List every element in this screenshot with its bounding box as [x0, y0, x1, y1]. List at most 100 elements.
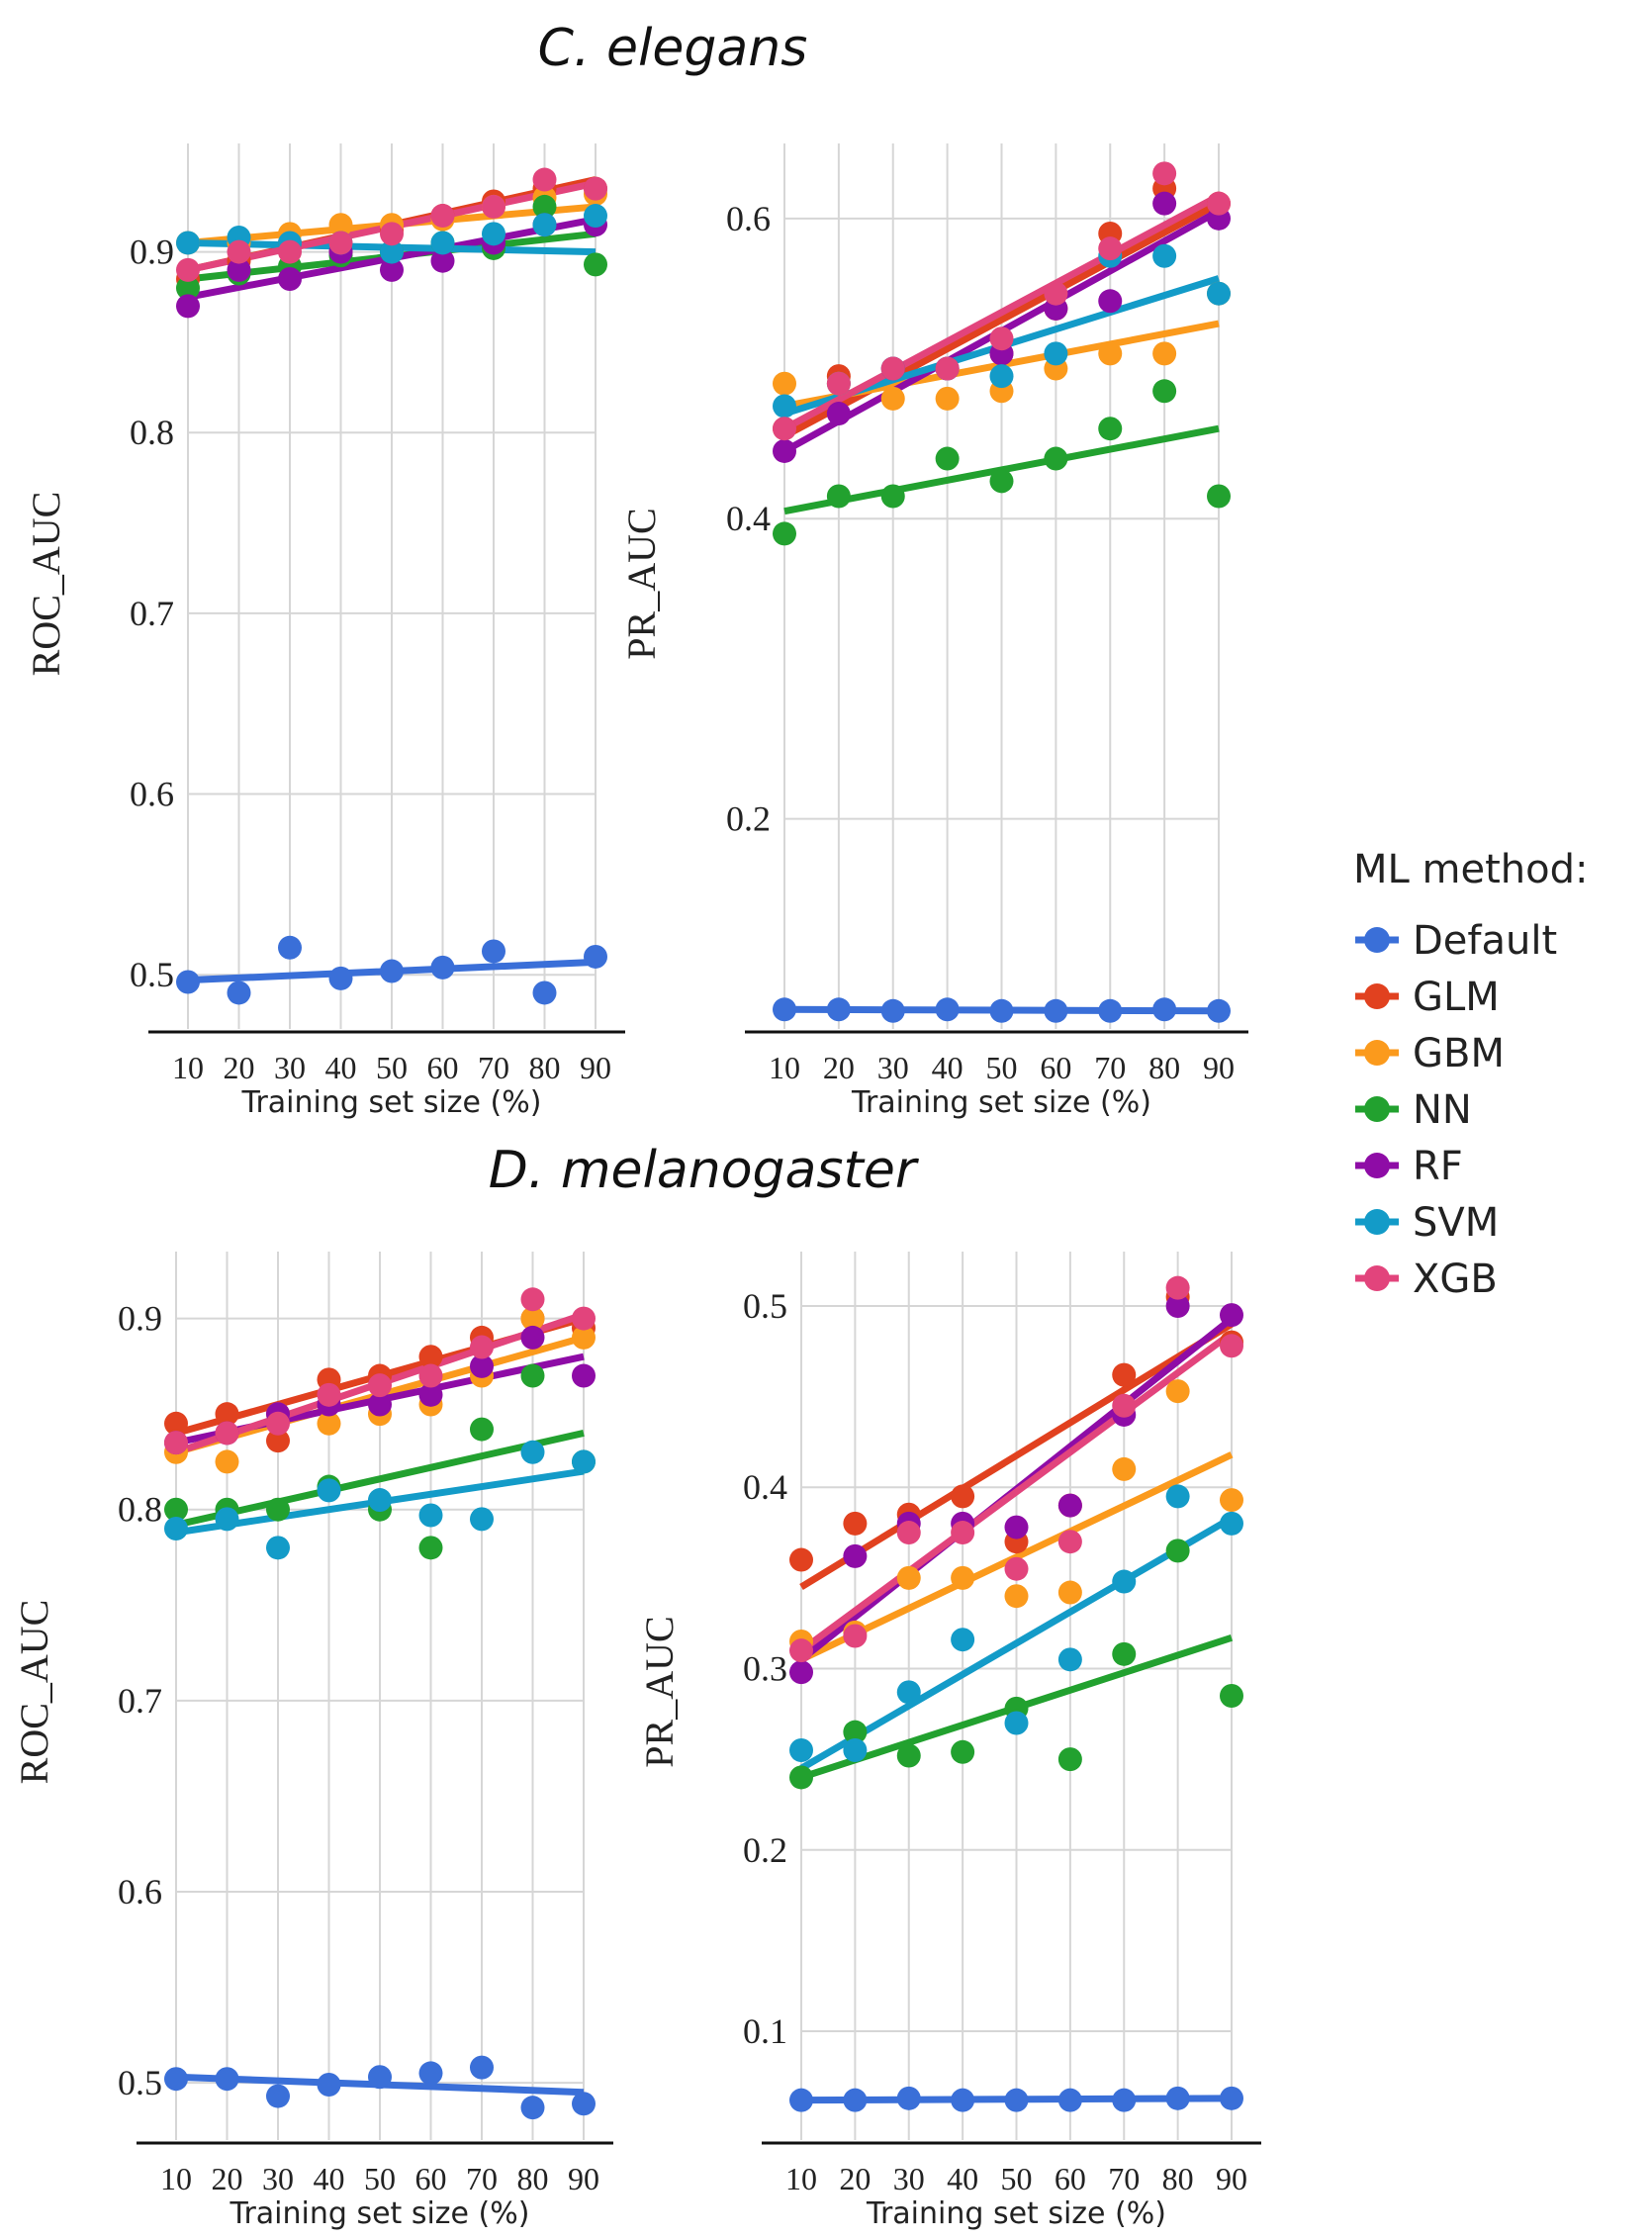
point-glm [843, 1511, 868, 1536]
point-default [227, 980, 251, 1005]
point-svm [215, 1507, 239, 1532]
y-axis-label: ROC_AUC [24, 492, 68, 677]
point-xgb [1152, 161, 1177, 186]
x-tick-label: 70 [1108, 2161, 1140, 2196]
point-default [380, 959, 404, 983]
point-default [430, 955, 455, 980]
chart-d-melanogaster-pr: 0.1 0.2 0.3 0.4 0.5 10 20 30 40 50 60 70 80 90 Trainin… [637, 1252, 1261, 2231]
point-gbm [935, 386, 960, 411]
x-tick-label: 20 [224, 1050, 255, 1085]
x-tick-label: 10 [769, 1050, 800, 1085]
legend-label: GBM [1413, 1031, 1505, 1076]
y-tick-label: 0.1 [743, 2011, 787, 2051]
y-tick-label: 0.5 [130, 955, 174, 994]
point-svm [1152, 243, 1177, 268]
point-rf [773, 438, 796, 463]
point-glm [951, 1484, 975, 1509]
point-svm [1220, 1511, 1243, 1536]
point-rf [572, 1363, 596, 1388]
point-default [951, 2088, 975, 2112]
point-rf [227, 257, 251, 282]
point-default [176, 970, 200, 994]
point-rf [1165, 1293, 1190, 1318]
point-xgb [380, 222, 404, 246]
legend-label: XGB [1413, 1257, 1498, 1302]
x-tick-label: 90 [1203, 1050, 1235, 1085]
point-gbm [773, 371, 796, 396]
fit-line-glm [799, 1321, 1234, 1591]
legend-item-glm: GLM [1355, 975, 1500, 1020]
point-gbm [880, 386, 905, 411]
point-default [317, 2072, 341, 2097]
point-svm [1207, 281, 1231, 306]
point-rf [368, 1392, 392, 1417]
point-xgb [1220, 1334, 1243, 1358]
point-nn [773, 521, 796, 546]
point-default [1112, 2088, 1137, 2112]
point-xgb [1044, 281, 1068, 306]
fit-line-glm [782, 200, 1221, 439]
point-svm [1057, 1647, 1082, 1672]
x-tick-label: 30 [893, 2161, 925, 2196]
point-xgb [584, 176, 607, 201]
point-xgb [482, 194, 505, 219]
point-default [278, 935, 302, 960]
point-svm [896, 1680, 921, 1705]
point-svm [773, 394, 796, 419]
legend-item-xgb: XGB [1355, 1257, 1498, 1302]
point-default [328, 966, 353, 990]
point-nn [1112, 1641, 1137, 1666]
point-nn [532, 194, 557, 219]
legend-item-nn: NN [1355, 1087, 1472, 1133]
series-group [176, 167, 607, 1005]
point-rf [176, 294, 200, 319]
point-xgb [227, 239, 251, 264]
point-default [896, 2086, 921, 2110]
legend-label: NN [1413, 1087, 1472, 1133]
fit-line-xgb [798, 1330, 1235, 1654]
y-tick-label: 0.7 [118, 1681, 162, 1721]
point-svm [266, 1536, 290, 1560]
x-tick-label: 30 [274, 1050, 306, 1085]
point-rf [1004, 1515, 1029, 1539]
point-xgb [773, 417, 796, 441]
point-svm [368, 1488, 392, 1513]
legend-label: GLM [1413, 975, 1500, 1020]
point-nn [584, 252, 607, 277]
point-glm [418, 1345, 443, 1369]
point-rf [278, 266, 302, 291]
point-gbm [1220, 1488, 1243, 1513]
legend-swatch-dot [1364, 1153, 1390, 1178]
legend-swatch-dot [1364, 1040, 1390, 1066]
series-group [164, 1287, 596, 2120]
y-tick-label: 0.8 [130, 413, 174, 452]
legend: ML method: Default GLM GBM NN RF SVM XGB [1353, 847, 1588, 1302]
point-rf [843, 1543, 868, 1568]
legend-item-svm: SVM [1355, 1200, 1499, 1246]
x-tick-label: 40 [325, 1050, 357, 1085]
point-glm [789, 1547, 813, 1572]
y-tick-label: 0.6 [118, 1872, 162, 1912]
point-gbm [896, 1565, 921, 1590]
point-nn [176, 276, 200, 301]
point-rf [1098, 289, 1123, 314]
x-tick-label: 10 [785, 2161, 817, 2196]
point-default [1044, 998, 1068, 1023]
point-xgb [1112, 1393, 1137, 1418]
point-rf [470, 1353, 494, 1378]
point-rf [1057, 1493, 1082, 1518]
point-svm [1112, 1569, 1137, 1594]
point-xgb [418, 1363, 443, 1388]
point-nn [520, 1363, 545, 1388]
point-rf [826, 402, 851, 426]
point-svm [380, 239, 404, 264]
y-axis-label: ROC_AUC [12, 1600, 56, 1785]
y-tick-label: 0.4 [726, 499, 771, 538]
point-xgb [266, 1411, 290, 1436]
point-svm [430, 231, 455, 255]
point-svm [1044, 341, 1068, 366]
point-rf [789, 1660, 813, 1685]
x-tick-label: 60 [427, 1050, 459, 1085]
legend-label: Default [1413, 918, 1557, 964]
legend-item-gbm: GBM [1355, 1031, 1505, 1076]
